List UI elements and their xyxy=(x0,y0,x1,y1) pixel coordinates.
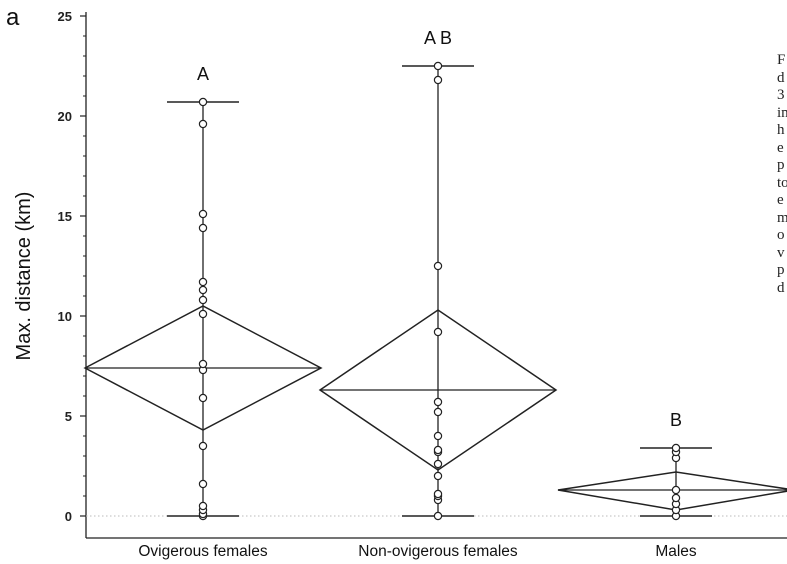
data-point xyxy=(198,97,208,107)
y-tick-label: 20 xyxy=(58,109,72,124)
data-point xyxy=(198,285,208,295)
side-caption-fragment: F d 3 in h e p to e m o v p d xyxy=(777,52,787,296)
y-axis-label: Max. distance (km) xyxy=(13,192,35,361)
data-point xyxy=(671,485,681,495)
data-point xyxy=(433,75,443,85)
data-point xyxy=(198,295,208,305)
data-point xyxy=(198,479,208,489)
data-point xyxy=(433,261,443,271)
data-point xyxy=(198,441,208,451)
data-point xyxy=(433,407,443,417)
y-tick-label: 25 xyxy=(58,9,72,24)
y-ticks: 0 5 10 15 20 25 xyxy=(58,9,86,524)
group-ovigerous-females: A Ovigerous females xyxy=(83,64,323,560)
data-point xyxy=(671,493,681,503)
data-point xyxy=(198,277,208,287)
data-point xyxy=(198,223,208,233)
x-category-label: Non-ovigerous females xyxy=(358,543,518,560)
y-tick-label: 15 xyxy=(58,209,72,224)
group-males: B Males xyxy=(557,410,787,560)
y-tick-label: 10 xyxy=(58,309,72,324)
x-category-label: Males xyxy=(655,543,697,560)
data-point xyxy=(433,471,443,481)
significance-letter: A B xyxy=(424,28,452,48)
data-point xyxy=(198,359,208,369)
groups: A Ovigerous females A B Non-ovigerous femal… xyxy=(83,28,787,560)
data-point xyxy=(433,431,443,441)
data-point xyxy=(671,443,681,453)
significance-letter: B xyxy=(670,410,682,430)
significance-letter: A xyxy=(197,64,209,84)
data-point xyxy=(198,501,208,511)
data-point xyxy=(433,459,443,469)
axes xyxy=(85,12,787,539)
x-category-label: Ovigerous females xyxy=(138,543,267,560)
data-point xyxy=(433,61,443,71)
data-point xyxy=(433,511,443,521)
data-point xyxy=(198,393,208,403)
data-point xyxy=(433,445,443,455)
y-tick-label: 5 xyxy=(65,409,72,424)
data-point xyxy=(433,327,443,337)
y-tick-label: 0 xyxy=(65,509,72,524)
data-point xyxy=(198,119,208,129)
panel-label: a xyxy=(6,4,20,31)
data-point xyxy=(198,209,208,219)
data-point xyxy=(433,397,443,407)
group-non-ovigerous-females: A B Non-ovigerous females xyxy=(318,28,558,560)
mean-diamond xyxy=(557,471,787,511)
data-point xyxy=(433,489,443,499)
data-point xyxy=(198,309,208,319)
